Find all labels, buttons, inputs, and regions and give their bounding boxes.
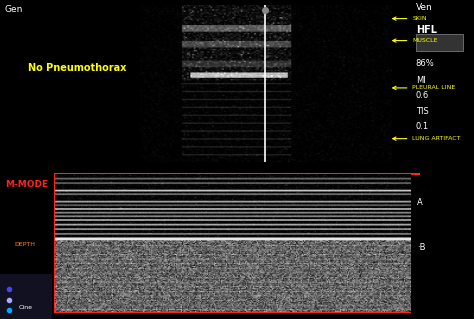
Text: PLEURAL LINE: PLEURAL LINE (392, 85, 456, 90)
Text: 0.1: 0.1 (416, 122, 429, 131)
Bar (55, 174, 410, 311)
Text: 4.9: 4.9 (395, 301, 408, 310)
Text: "ocean": "ocean" (214, 207, 260, 217)
Text: SKIN: SKIN (392, 16, 427, 21)
Text: HFL: HFL (416, 26, 437, 35)
Text: TIME: TIME (73, 177, 89, 182)
Text: 86%: 86% (416, 59, 435, 68)
Text: Rib Shadow: Rib Shadow (275, 74, 312, 123)
Text: M-MODE: M-MODE (5, 180, 48, 189)
Text: Gen: Gen (5, 5, 23, 14)
Bar (416, 34, 463, 51)
Text: LUNG ARTIFACT: LUNG ARTIFACT (62, 275, 109, 279)
Text: MUSCLE: MUSCLE (392, 38, 438, 43)
Text: LUNG ARTIFACT: LUNG ARTIFACT (392, 136, 461, 141)
Text: ·B: ·B (417, 242, 426, 252)
Text: No Pneumothorax: No Pneumothorax (28, 63, 127, 73)
Text: PLEURAL LINE: PLEURAL LINE (62, 232, 105, 237)
Text: B-MODE: B-MODE (142, 20, 171, 25)
Text: SKIN: SKIN (62, 188, 76, 193)
Text: Cine: Cine (19, 305, 33, 310)
Text: Rib Shadow: Rib Shadow (152, 74, 189, 123)
Text: DEPTH: DEPTH (14, 241, 35, 247)
Bar (0, 274, 52, 319)
Text: 4.9: 4.9 (277, 151, 292, 161)
Text: TIS: TIS (416, 107, 428, 115)
Text: Ven: Ven (416, 4, 432, 12)
Text: MUSCLE: MUSCLE (62, 210, 87, 215)
Text: MI: MI (416, 76, 426, 85)
Text: A: A (417, 197, 423, 207)
Text: "sand on the beach": "sand on the beach" (178, 254, 296, 264)
Text: 0.6: 0.6 (416, 91, 429, 100)
